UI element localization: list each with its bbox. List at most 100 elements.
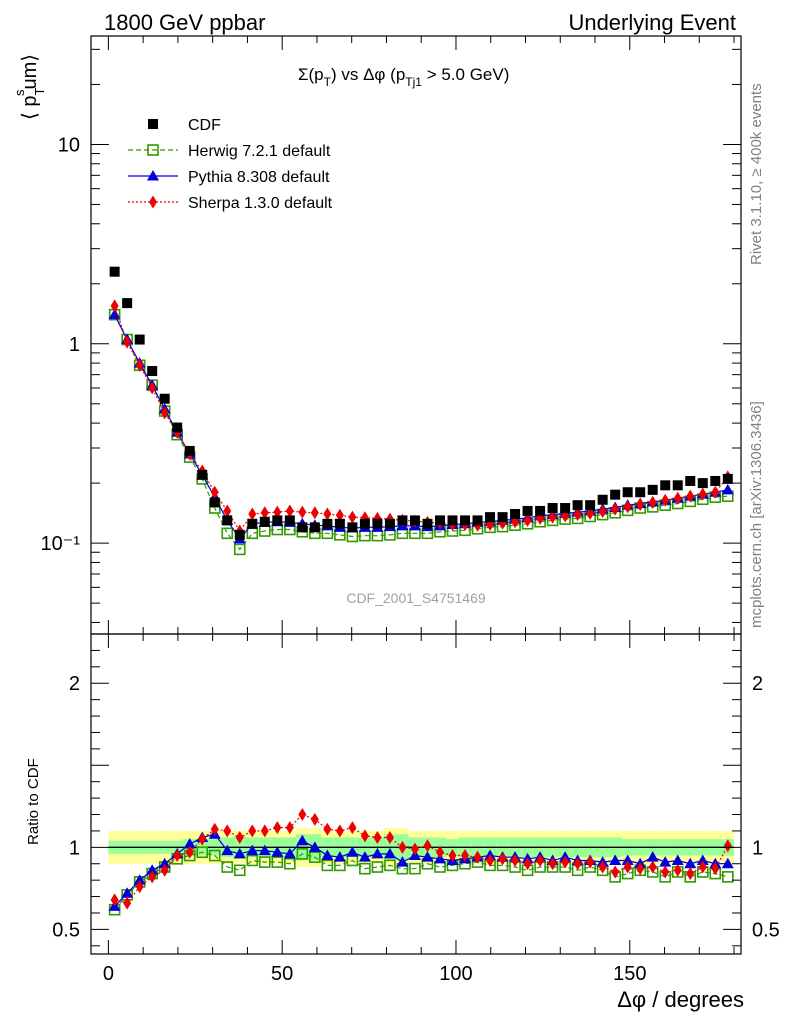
ratio-pythia-point [383, 847, 396, 859]
ratio-pythia-point [333, 851, 346, 862]
cdf-point [297, 522, 308, 533]
cdf-point [159, 393, 170, 404]
ratio-pythia-point [183, 838, 196, 849]
ratio-pythia-point [646, 851, 659, 862]
ratio-herwig-point [721, 871, 734, 883]
ratio-plot-panel: 0 50 100 150 2 2 1 1 0.5 0.5 [52, 633, 780, 985]
cdf-point [172, 422, 183, 433]
ratio-sherpa-point [486, 853, 495, 867]
legend-marker [147, 170, 159, 181]
ratio-y-tick-label: 1 [69, 837, 80, 859]
cdf-point [197, 469, 208, 480]
sherpa-point [298, 505, 307, 519]
ratio-sherpa-point [323, 822, 332, 836]
legend-item-herwig: Herwig 7.2.1 default [128, 143, 331, 160]
ratio-herwig-point [321, 859, 334, 872]
ratio-sherpa-point [623, 860, 632, 874]
ratio-herwig-point [284, 857, 296, 870]
ratio-sherpa-point [598, 860, 607, 874]
cdf-point [409, 515, 420, 526]
sherpa-point [260, 506, 269, 520]
ylabel-a: ⟨ p [19, 96, 41, 120]
ratio-sherpa-point [548, 857, 557, 871]
sherpa-point [335, 508, 344, 522]
ratio-sherpa-point [210, 822, 219, 836]
ratio-sherpa-point [360, 829, 369, 843]
ratio-pythia-point [358, 851, 371, 862]
ratio-sherpa-point [198, 832, 207, 846]
ratio-pythia-point [246, 844, 259, 856]
ratio-pythia-point [258, 844, 271, 856]
legend-label: Sherpa 1.3.0 default [188, 195, 333, 212]
ratio-sherpa-point [248, 824, 257, 838]
ratio-sherpa-point [373, 830, 382, 844]
ratio-herwig-point [258, 856, 271, 868]
legend-item-cdf: CDF [148, 117, 221, 134]
cdf-point [547, 503, 558, 514]
ratio-sherpa-point [160, 863, 169, 877]
ratio-pythia-point [671, 854, 684, 865]
cdf-point [460, 515, 471, 526]
cdf-point [184, 445, 195, 456]
sherpa-point [661, 493, 670, 507]
legend: CDF Herwig 7.2.1 default Pythia 8.308 defa… [128, 117, 333, 212]
ylabel-b: um⟩ [19, 54, 41, 90]
ratio-sherpa-point [223, 824, 232, 838]
herwig-line [114, 314, 728, 551]
ratio-sherpa-point [335, 824, 344, 838]
sherpa-point [623, 500, 632, 514]
ylabel-sub: T [32, 88, 47, 96]
sherpa-point [611, 502, 620, 516]
ratio-herwig-point [246, 854, 259, 867]
sherpa-point [636, 498, 645, 512]
legend-marker [149, 195, 157, 209]
cdf-point [309, 522, 320, 533]
cdf-point [372, 518, 383, 529]
ratio-herwig-point [196, 846, 209, 859]
ratio-sherpa-point [448, 849, 457, 863]
cdf-point [359, 518, 370, 529]
ratio-pythia-point [659, 856, 672, 867]
cdf-point [272, 515, 283, 526]
ratio-y-tick-label: 2 [69, 673, 80, 695]
cdf-point [322, 518, 333, 529]
cdf-point [284, 515, 295, 526]
ratio-pythia-point [396, 856, 409, 867]
ratio-sherpa-point [673, 863, 682, 877]
header-right: Underlying Event [568, 10, 736, 35]
ratio-sherpa-point [285, 821, 294, 835]
sherpa-point [273, 505, 282, 519]
cdf-point [522, 505, 533, 516]
ratio-y-axis-label: Ratio to CDF [25, 758, 42, 845]
cdf-point [259, 516, 270, 527]
ratio-y-tick-label: 1 [752, 837, 763, 859]
ratio-sherpa-point [185, 845, 194, 859]
cdf-point [234, 529, 245, 540]
pythia-point [721, 483, 734, 495]
sherpa-point [310, 506, 319, 520]
legend-label: Herwig 7.2.1 default [188, 143, 331, 160]
cdf-point [697, 478, 708, 489]
ylabel-sup: s [12, 89, 27, 96]
ratio-herwig-point [296, 848, 309, 860]
cdf-point [422, 518, 433, 529]
cdf-point [434, 515, 445, 526]
ratio-sherpa-point [110, 893, 119, 907]
ratio-sherpa-point [273, 821, 282, 835]
sherpa-point [110, 299, 119, 313]
analysis-watermark: CDF_2001_S4751469 [346, 590, 486, 606]
ratio-sherpa-point [473, 850, 482, 864]
legend-label: Pythia 8.308 default [188, 169, 330, 186]
ratio-herwig-point [208, 849, 221, 862]
ratio-pythia-point [296, 834, 309, 846]
ratio-y-tick-label: 0.5 [752, 919, 780, 941]
cdf-point [485, 512, 496, 523]
cdf-point [535, 505, 546, 516]
ratio-sherpa-point [698, 860, 707, 874]
y-tick-label: 1 [69, 334, 80, 356]
ratio-sherpa-point [385, 830, 394, 844]
sherpa-point [523, 513, 532, 527]
cdf-point [610, 489, 621, 500]
sherpa-point [123, 335, 132, 349]
